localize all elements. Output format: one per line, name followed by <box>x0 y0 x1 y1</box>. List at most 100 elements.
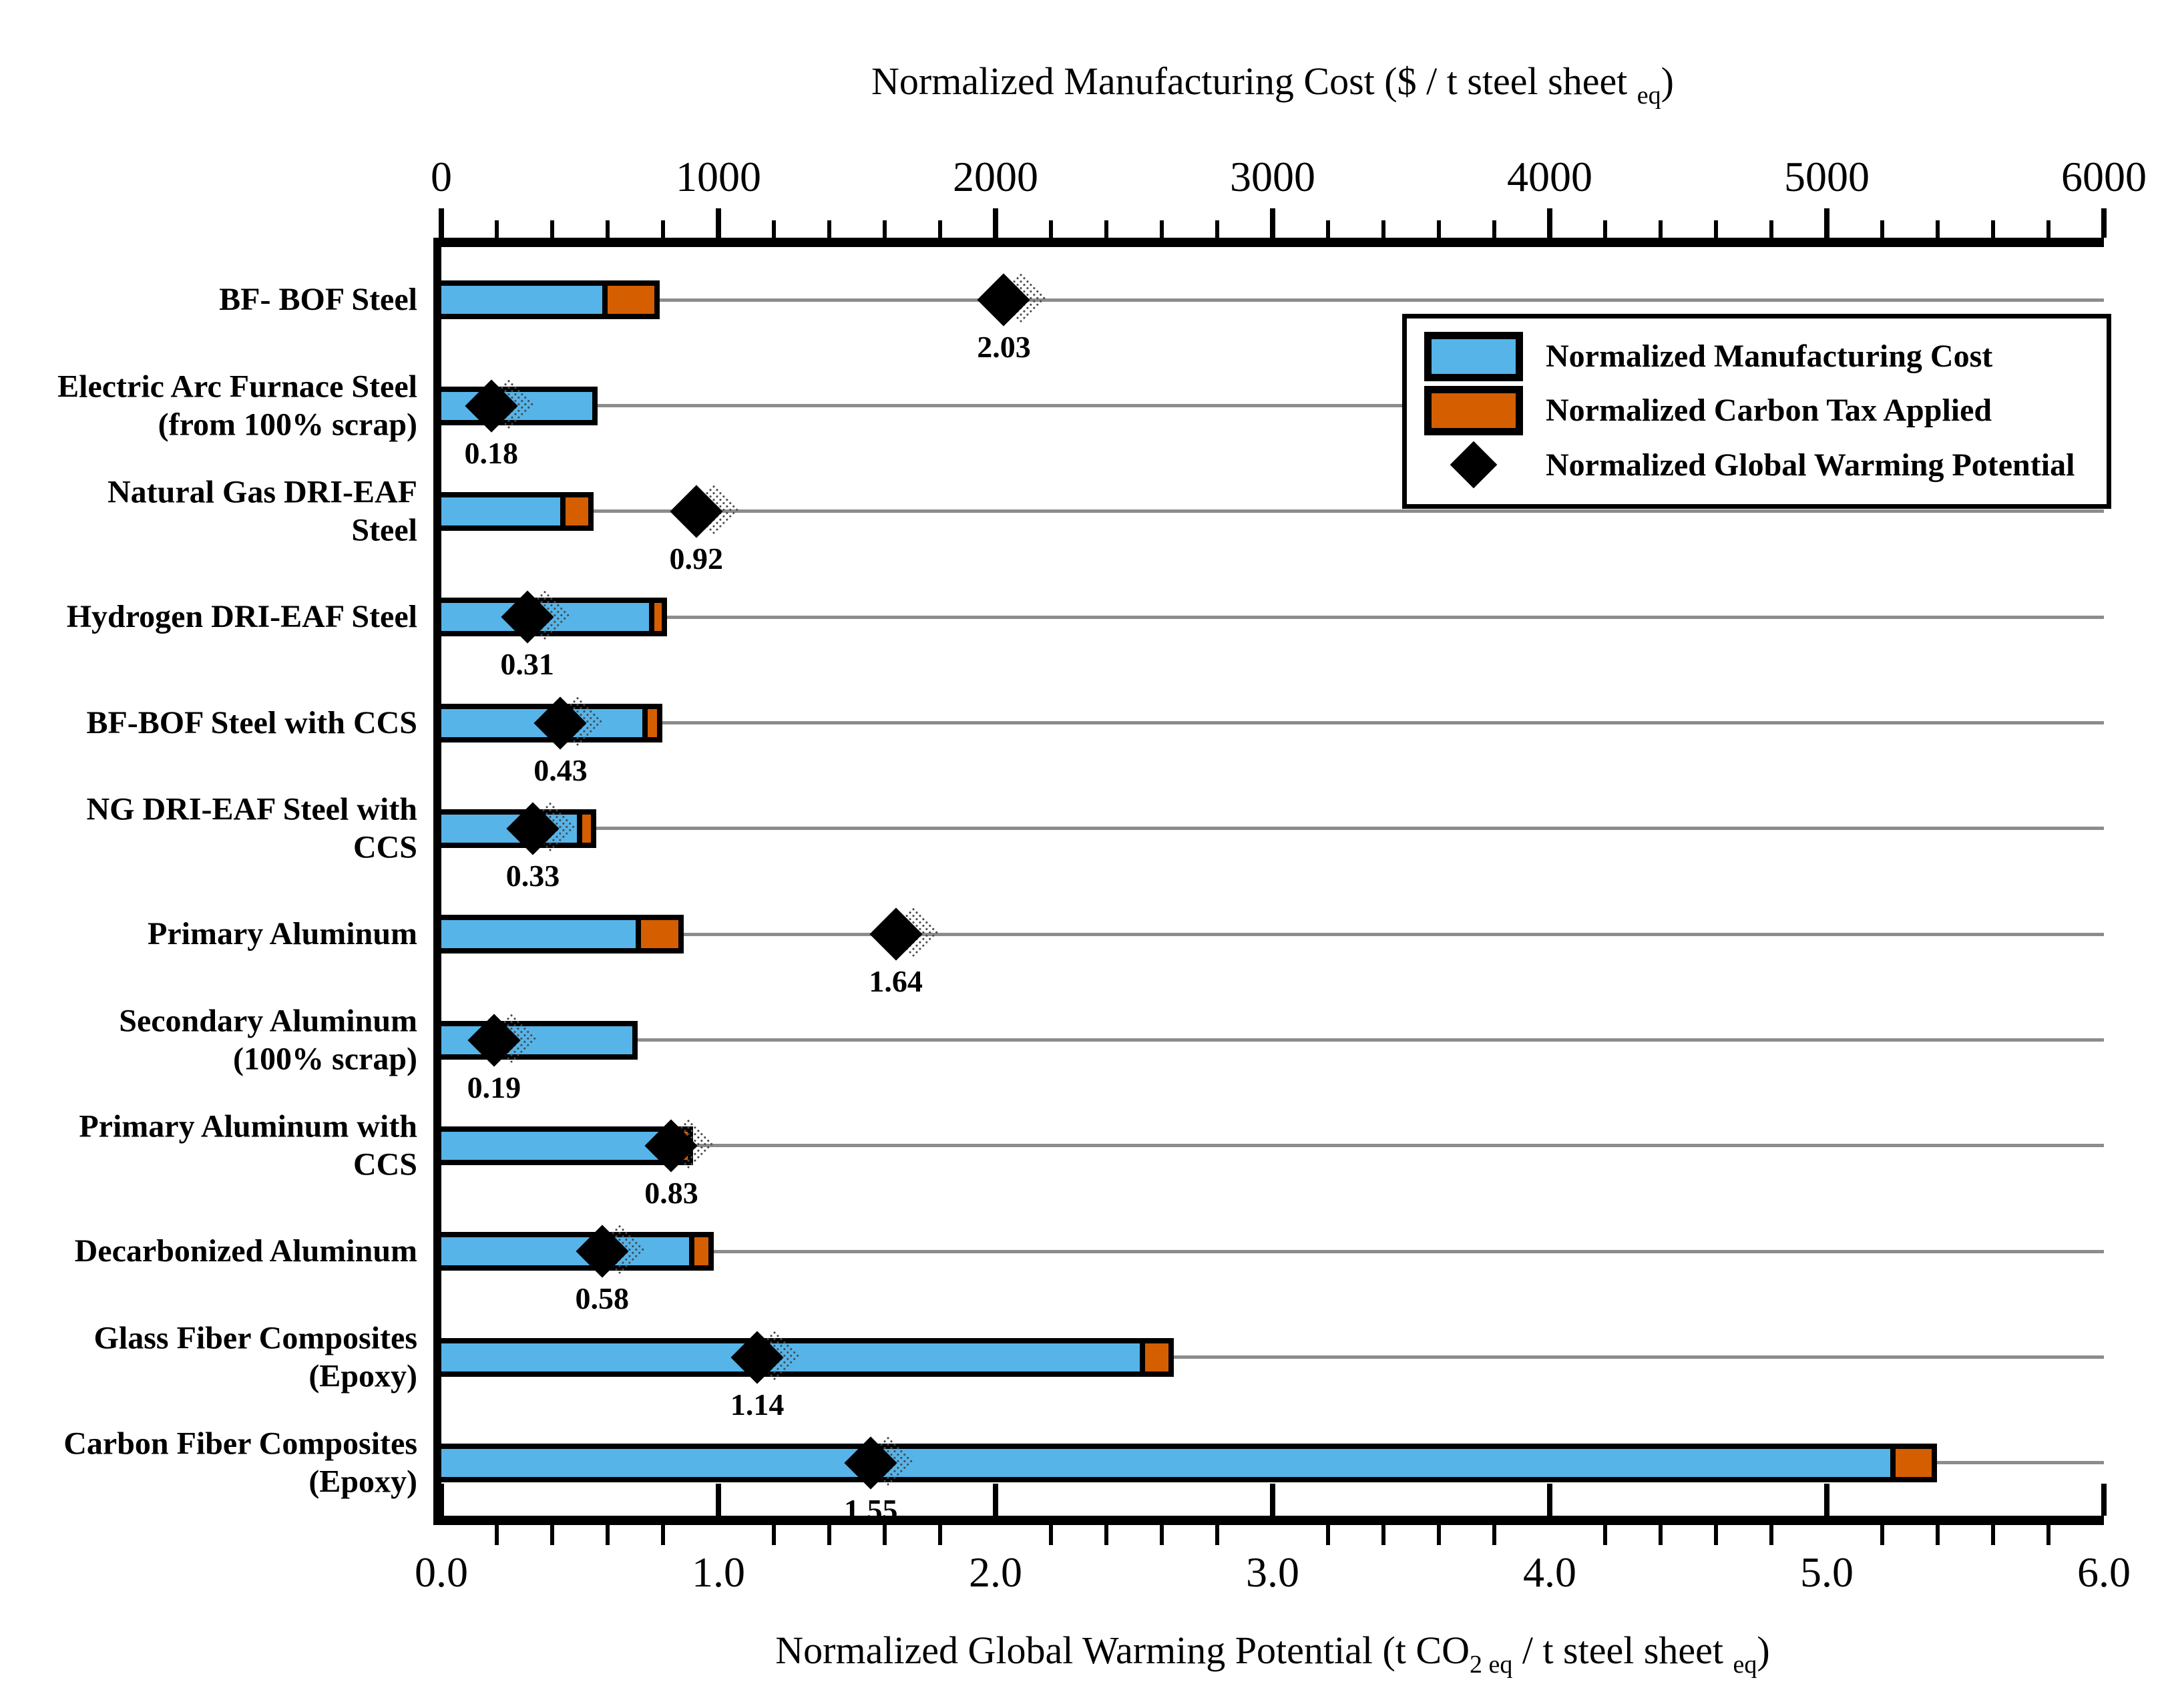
bottom-axis-minor-tick <box>661 1525 665 1545</box>
top-axis-minor-tick <box>1769 220 1773 238</box>
gwp-value-label: 0.83 <box>644 1175 698 1210</box>
bottom-axis-minor-tick <box>1381 1525 1385 1545</box>
bottom-axis-tick-label: 3.0 <box>1246 1548 1299 1596</box>
bar-row-10 <box>436 1337 1174 1377</box>
bar-row-0 <box>436 280 660 320</box>
legend-label-carbon-tax: Normalized Carbon Tax Applied <box>1546 393 1992 429</box>
category-label: Natural Gas DRI-EAF Steel <box>107 474 417 548</box>
row-gridline <box>441 509 2104 513</box>
top-axis-title-text: Normalized Manufacturing Cost ($ / t ste… <box>871 59 1637 103</box>
bottom-axis-tick-label: 6.0 <box>2077 1548 2131 1596</box>
bottom-axis-minor-tick <box>1659 1525 1663 1545</box>
row-gridline <box>441 298 2104 302</box>
bar-segment-carbon-tax <box>689 1237 709 1266</box>
category-label: Decarbonized Aluminum <box>74 1233 417 1269</box>
top-axis-minor-tick <box>1936 220 1940 238</box>
bottom-axis-major-tick <box>2101 1484 2107 1516</box>
row-gridline <box>441 1249 2104 1253</box>
top-axis-minor-tick <box>1991 220 1995 238</box>
bottom-axis-minor-tick <box>1603 1525 1607 1545</box>
bar-segment-manufacturing-cost <box>441 497 561 525</box>
bar-row-9 <box>436 1232 714 1271</box>
top-axis-major-tick <box>2101 208 2107 238</box>
bar-segment-carbon-tax <box>649 603 662 632</box>
bottom-axis-major-tick <box>716 1484 721 1516</box>
top-axis-tick-label: 1000 <box>676 153 761 200</box>
bar-segment-carbon-tax <box>1890 1448 1932 1477</box>
legend: Normalized Manufacturing Cost Normalized… <box>1402 314 2111 509</box>
bottom-axis-minor-tick <box>1215 1525 1219 1545</box>
bar-segment-carbon-tax <box>642 708 658 737</box>
bar-row-11 <box>436 1443 1938 1482</box>
bar-segment-manufacturing-cost <box>441 1131 666 1160</box>
bottom-spine <box>433 1516 2104 1525</box>
category-label: Primary Aluminum with CCS <box>79 1108 417 1183</box>
top-axis-minor-tick <box>1603 220 1607 238</box>
legend-item-carbon-tax: Normalized Carbon Tax Applied <box>1424 383 2093 437</box>
bar-segment-manufacturing-cost <box>441 920 636 949</box>
top-axis-minor-tick <box>1437 220 1441 238</box>
category-label: NG DRI-EAF Steel with CCS <box>86 791 417 865</box>
bottom-axis-minor-tick <box>1326 1525 1330 1545</box>
legend-diamond-wrap <box>1424 441 1523 489</box>
legend-swatch-tax <box>1424 385 1523 435</box>
bottom-axis-tick-label: 2.0 <box>969 1548 1022 1596</box>
top-axis-major-tick <box>993 208 998 238</box>
top-axis-minor-tick <box>661 220 665 238</box>
bottom-axis-minor-tick <box>1769 1525 1773 1545</box>
top-axis-minor-tick <box>1326 220 1330 238</box>
bottom-axis-minor-tick <box>772 1525 776 1545</box>
bottom-axis-minor-tick <box>1936 1525 1940 1545</box>
row-gridline <box>441 1144 2104 1148</box>
top-axis-minor-tick <box>827 220 831 238</box>
bar-segment-manufacturing-cost <box>441 1448 1891 1477</box>
bar-segment-carbon-tax <box>577 814 591 843</box>
category-label: Secondary Aluminum (100% scrap) <box>119 1002 417 1077</box>
row-gridline <box>441 1355 2104 1359</box>
top-axis-major-tick <box>439 208 444 238</box>
legend-swatch-cost <box>1424 331 1523 381</box>
gwp-value-label: 0.43 <box>533 753 588 787</box>
top-axis-minor-tick <box>1714 220 1718 238</box>
bar-row-6 <box>436 915 684 954</box>
category-label: BF- BOF Steel <box>219 282 417 318</box>
top-axis-minor-tick <box>1880 220 1884 238</box>
bottom-axis-minor-tick <box>550 1525 554 1545</box>
category-label: Primary Aluminum <box>148 916 417 952</box>
top-axis-minor-tick <box>606 220 610 238</box>
bottom-axis-minor-tick <box>1492 1525 1496 1545</box>
bottom-axis-minor-tick <box>827 1525 831 1545</box>
gwp-value-label: 1.14 <box>730 1387 785 1422</box>
top-axis-minor-tick <box>2046 220 2050 238</box>
legend-item-manufacturing-cost: Normalized Manufacturing Cost <box>1424 329 2093 383</box>
left-spine <box>433 238 441 1525</box>
gwp-diamond-icon <box>1450 441 1498 489</box>
top-axis-minor-tick <box>772 220 776 238</box>
top-axis-minor-tick <box>495 220 499 238</box>
gwp-value-label: 0.19 <box>467 1070 521 1104</box>
top-axis-title-sub-eq: eq <box>1637 81 1661 110</box>
gwp-value-label: 2.03 <box>977 330 1031 365</box>
category-label: Carbon Fiber Composites (Epoxy) <box>63 1426 417 1500</box>
bottom-axis-minor-tick <box>1714 1525 1718 1545</box>
bottom-axis-title-mid: / t steel sheet <box>1512 1629 1733 1672</box>
top-axis-tick-label: 5000 <box>1784 153 1870 200</box>
gwp-value-label: 0.58 <box>575 1281 629 1316</box>
bottom-axis-tick-label: 4.0 <box>1523 1548 1576 1596</box>
bar-segment-carbon-tax <box>1139 1343 1169 1371</box>
top-spine <box>433 238 2104 247</box>
bottom-axis-tick-label: 0.0 <box>415 1548 468 1596</box>
top-axis-minor-tick <box>1215 220 1219 238</box>
top-axis-minor-tick <box>1659 220 1663 238</box>
top-axis-minor-tick <box>550 220 554 238</box>
bottom-axis-minor-tick <box>1160 1525 1164 1545</box>
top-axis-title: Normalized Manufacturing Cost ($ / t ste… <box>871 59 1674 110</box>
top-axis-minor-tick <box>1381 220 1385 238</box>
top-axis-major-tick <box>1824 208 1829 238</box>
bottom-axis-minor-tick <box>495 1525 499 1545</box>
bottom-axis-minor-tick <box>938 1525 942 1545</box>
top-axis-minor-tick <box>1104 220 1108 238</box>
row-gridline <box>441 1038 2104 1042</box>
row-gridline <box>441 932 2104 936</box>
bottom-axis-title-sub-eq: eq <box>1733 1651 1757 1679</box>
